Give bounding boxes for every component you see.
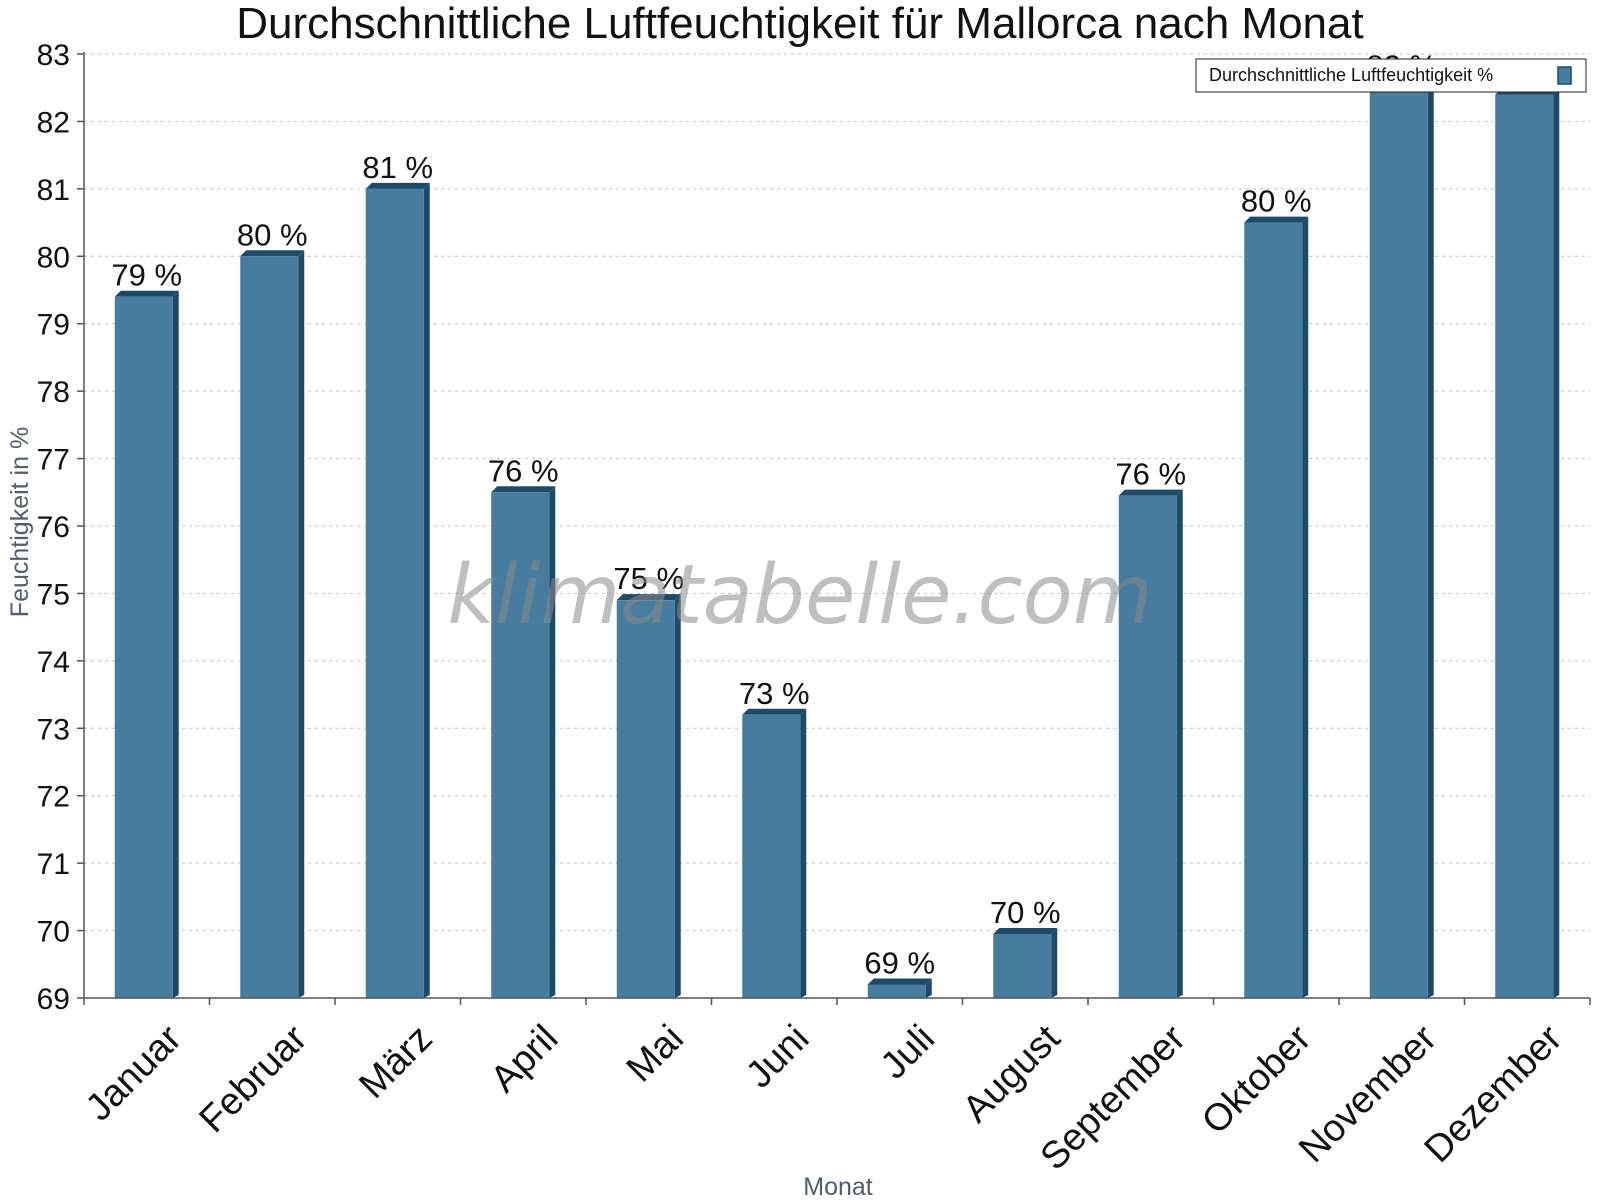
chart-title: Durchschnittliche Luftfeuchtigkeit für M… <box>236 0 1363 48</box>
x-tick-label: März <box>351 1017 440 1106</box>
bar <box>491 486 556 998</box>
data-label: 75 % <box>613 561 684 596</box>
bar <box>993 927 1058 998</box>
bar <box>867 978 932 998</box>
data-label: 80 % <box>1241 184 1312 219</box>
data-label: 69 % <box>864 946 935 981</box>
bar-face <box>1495 94 1554 998</box>
bar-top <box>114 290 179 297</box>
y-tick-label: 83 <box>37 39 70 72</box>
bar-side <box>423 182 430 998</box>
data-label: 76 % <box>488 453 559 488</box>
bar <box>1118 489 1183 998</box>
y-tick-label: 78 <box>37 376 70 409</box>
y-axis-label: Feuchtigkeit in % <box>6 427 34 617</box>
y-tick-label: 73 <box>37 713 70 746</box>
bar-top <box>867 978 932 985</box>
y-tick-label: 80 <box>37 241 70 274</box>
bar <box>240 250 305 999</box>
bars <box>114 81 1560 999</box>
y-tick-label: 79 <box>37 309 70 342</box>
bar-face <box>993 933 1052 998</box>
bar-side <box>800 708 807 998</box>
data-label: 70 % <box>990 895 1061 930</box>
y-tick-label: 81 <box>37 174 70 207</box>
bar-top <box>616 594 681 601</box>
y-tick-label: 70 <box>37 916 70 949</box>
bar-side <box>1176 489 1183 998</box>
y-tick-label: 74 <box>37 646 70 679</box>
bar <box>1495 88 1560 998</box>
bar <box>1369 81 1434 998</box>
bar-side <box>1553 88 1560 998</box>
legend-box <box>1195 58 1587 93</box>
bar <box>114 290 179 998</box>
bar-top <box>742 708 807 715</box>
x-tick-label: Juli <box>873 1017 943 1087</box>
y-tick-labels: 69 70 71 72 73 74 75 76 77 78 79 80 81 82 83 <box>37 39 70 1016</box>
x-tick-labels: Januar Februar März April Mai Juni Juli AugustS… <box>78 1017 1571 1178</box>
bar-top <box>1244 216 1309 223</box>
y-tick-label: 72 <box>37 781 70 814</box>
bar-top <box>491 486 556 493</box>
data-label: 81 % <box>362 150 433 185</box>
bar <box>742 708 807 998</box>
data-label: 73 % <box>739 676 810 711</box>
bar-top <box>993 927 1058 934</box>
y-tick-label: 77 <box>37 444 70 477</box>
data-label: 76 % <box>1115 457 1186 492</box>
bar-face <box>491 492 550 998</box>
bar-face <box>742 714 801 998</box>
y-tick-label: 82 <box>37 106 70 139</box>
bar-side <box>172 290 179 998</box>
bar-face <box>1244 222 1303 999</box>
bar-face <box>1118 495 1177 998</box>
bar-side <box>1302 216 1309 999</box>
legend-label: Durchschnittliche Luftfeuchtigkeit % <box>1209 65 1493 85</box>
x-tick-label: Februar <box>191 1017 315 1141</box>
bar <box>616 594 681 998</box>
legend: Durchschnittliche Luftfeuchtigkeit % <box>1195 58 1587 93</box>
data-label: 80 % <box>237 217 308 252</box>
bar-face <box>616 600 675 998</box>
x-tick-label: Oktober <box>1194 1017 1320 1143</box>
bar-face <box>1369 87 1428 998</box>
bar-face <box>867 984 926 998</box>
bar <box>365 182 430 998</box>
watermark: klimatabelle.com <box>447 548 1152 643</box>
x-tick-label: Juni <box>738 1017 817 1096</box>
x-axis-label: Monat <box>803 1173 873 1200</box>
bar-side <box>298 250 305 999</box>
grid-lines <box>84 53 1590 932</box>
bar-face <box>114 296 173 998</box>
x-tick-label: Dezember <box>1417 1017 1571 1171</box>
bar-side <box>1427 81 1434 998</box>
x-tick-label: April <box>483 1017 566 1100</box>
bar-top <box>240 250 305 257</box>
y-tick-label: 69 <box>37 983 70 1016</box>
legend-swatch <box>1557 66 1572 85</box>
y-tick-label: 71 <box>37 848 70 881</box>
bar-top <box>365 182 430 189</box>
bar-side <box>925 978 932 998</box>
bar-face <box>240 256 299 998</box>
data-label: 79 % <box>111 258 182 293</box>
bar-side <box>1051 927 1058 998</box>
y-tick-label: 75 <box>37 578 70 611</box>
y-tick-label: 76 <box>37 511 70 544</box>
bar-side <box>549 486 556 998</box>
bar-face <box>365 188 424 998</box>
bar-top <box>1118 489 1183 496</box>
bar-side <box>674 594 681 998</box>
axes <box>77 52 1591 1005</box>
x-tick-label: August <box>955 1017 1069 1131</box>
bar <box>1244 216 1309 999</box>
x-tick-label: Januar <box>78 1017 190 1129</box>
x-tick-label: Mai <box>619 1017 692 1090</box>
